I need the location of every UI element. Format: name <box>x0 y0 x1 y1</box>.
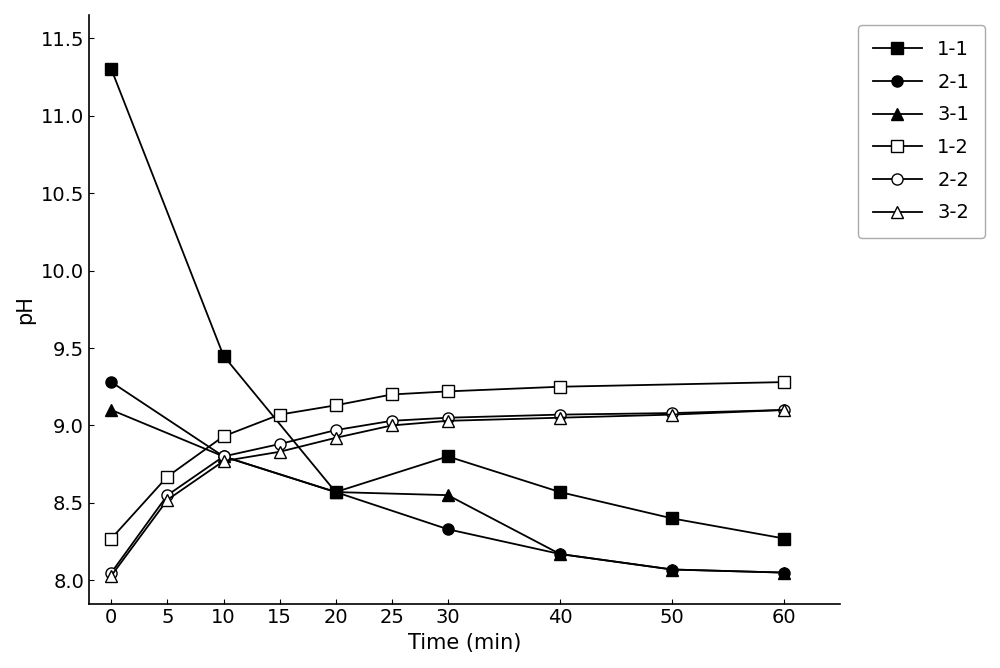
3-2 <box>274 448 286 456</box>
1-2 <box>105 534 117 542</box>
2-2 <box>554 411 566 419</box>
Line: 2-1: 2-1 <box>106 377 790 578</box>
1-1 <box>330 488 342 496</box>
1-1 <box>778 534 790 542</box>
1-2 <box>218 432 230 440</box>
3-1 <box>442 491 454 499</box>
1-2 <box>274 411 286 419</box>
Line: 1-1: 1-1 <box>106 63 790 544</box>
2-1 <box>554 550 566 558</box>
1-2 <box>778 378 790 386</box>
2-2 <box>105 568 117 576</box>
3-2 <box>161 496 173 504</box>
3-1 <box>666 566 678 574</box>
1-2 <box>554 383 566 391</box>
2-2 <box>274 440 286 448</box>
3-2 <box>666 411 678 419</box>
2-1 <box>666 566 678 574</box>
2-2 <box>666 409 678 417</box>
2-1 <box>442 525 454 533</box>
1-2 <box>442 387 454 395</box>
Legend: 1-1, 2-1, 3-1, 1-2, 2-2, 3-2: 1-1, 2-1, 3-1, 1-2, 2-2, 3-2 <box>858 25 985 238</box>
Line: 3-1: 3-1 <box>106 404 790 578</box>
1-2 <box>330 401 342 409</box>
2-2 <box>218 452 230 460</box>
2-1 <box>218 452 230 460</box>
3-1 <box>105 406 117 414</box>
1-1 <box>218 352 230 360</box>
3-1 <box>218 452 230 460</box>
3-2 <box>386 422 398 430</box>
3-1 <box>330 488 342 496</box>
2-2 <box>161 491 173 499</box>
X-axis label: Time (min): Time (min) <box>408 633 521 653</box>
Line: 2-2: 2-2 <box>106 404 790 578</box>
3-2 <box>330 434 342 442</box>
1-1 <box>554 488 566 496</box>
2-2 <box>330 426 342 434</box>
2-1 <box>105 378 117 386</box>
1-2 <box>161 472 173 480</box>
2-2 <box>386 417 398 425</box>
1-1 <box>666 514 678 522</box>
1-1 <box>442 452 454 460</box>
Line: 1-2: 1-2 <box>106 377 790 544</box>
3-2 <box>105 572 117 580</box>
2-2 <box>778 406 790 414</box>
2-1 <box>330 488 342 496</box>
2-2 <box>442 413 454 422</box>
3-2 <box>778 406 790 414</box>
3-1 <box>778 568 790 576</box>
2-1 <box>778 568 790 576</box>
1-1 <box>105 65 117 73</box>
Y-axis label: pH: pH <box>15 295 35 324</box>
3-2 <box>218 457 230 465</box>
3-2 <box>554 413 566 422</box>
Line: 3-2: 3-2 <box>106 404 790 581</box>
1-2 <box>386 391 398 399</box>
3-1 <box>554 550 566 558</box>
3-2 <box>442 417 454 425</box>
